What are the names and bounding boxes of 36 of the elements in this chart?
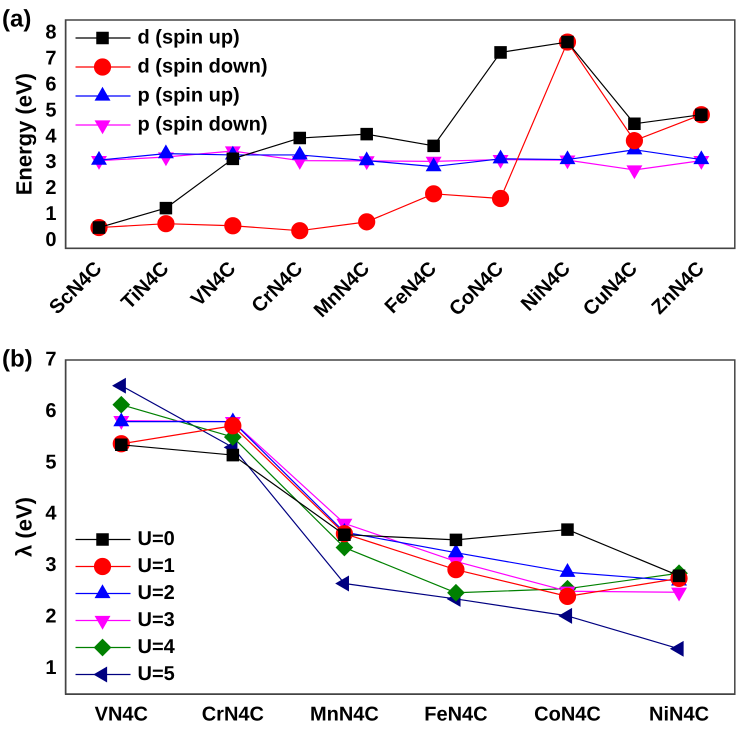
y-tick-label: 5 xyxy=(45,99,57,122)
legend-label: d (spin up) xyxy=(138,26,240,49)
y-tick-label: 7 xyxy=(45,348,57,371)
y-tick-label: 6 xyxy=(45,400,57,422)
y-tick-label: 1 xyxy=(45,656,57,679)
y-tick-label: 0 xyxy=(45,229,57,252)
legend-label: U=0 xyxy=(138,528,175,550)
x-tick-label: FeN4C xyxy=(424,704,488,726)
y-tick-label: 4 xyxy=(45,125,58,148)
y-tick-label: 3 xyxy=(45,554,57,576)
legend-label: U=4 xyxy=(138,636,176,658)
y-axis-title: λ (eV) xyxy=(11,497,36,557)
legend-label: p (spin down) xyxy=(138,114,268,136)
legend-label: U=1 xyxy=(138,555,175,578)
y-tick-label: 7 xyxy=(45,47,57,70)
x-tick-label: CrN4C xyxy=(202,704,264,726)
y-axis-title: Energy (eV) xyxy=(11,73,36,196)
y-tick-label: 5 xyxy=(45,451,57,474)
x-tick-label: NiN4C xyxy=(649,704,710,726)
legend-label: U=5 xyxy=(138,663,175,686)
chart-title: (a) xyxy=(2,6,32,33)
y-tick-label: 4 xyxy=(45,502,58,525)
legend-label: U=3 xyxy=(138,609,175,632)
legend-label: p (spin up) xyxy=(138,84,240,107)
y-tick-label: 2 xyxy=(45,605,57,628)
y-tick-label: 6 xyxy=(45,73,57,96)
x-tick-label: MnN4C xyxy=(310,704,379,726)
y-tick-label: 1 xyxy=(45,203,57,226)
y-tick-label: 2 xyxy=(45,177,57,200)
legend-label: U=2 xyxy=(138,582,175,604)
x-tick-label: CoN4C xyxy=(534,704,601,726)
y-tick-label: 3 xyxy=(45,151,57,174)
chart-title: (b) xyxy=(2,346,33,373)
legend-label: d (spin down) xyxy=(138,56,268,78)
y-tick-label: 8 xyxy=(45,21,57,44)
x-tick-label: VN4C xyxy=(94,704,148,726)
